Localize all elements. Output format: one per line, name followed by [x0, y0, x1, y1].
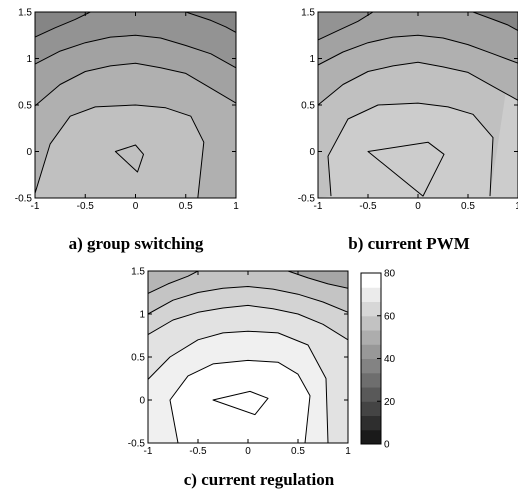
panel-c-x-tick-label: -1: [144, 446, 153, 457]
panel-c-x-tick-label: -0.5: [189, 446, 207, 457]
panel-a-inner-contour: [114, 144, 144, 173]
panel-a-x-tick-label: -1: [31, 201, 40, 212]
panel-c-band-5: [148, 271, 198, 294]
colorbar-band: [361, 372, 381, 388]
panel-b-band-3: [318, 12, 518, 65]
panel-a-y-tick-label: -0.5: [15, 194, 33, 205]
colorbar-band: [361, 273, 381, 288]
colorbar: 0 20 40 60 80: [360, 269, 396, 451]
panel-b-x-tick-label: -0.5: [359, 201, 377, 212]
panel-a-contour-line: [35, 62, 236, 107]
panel-b-contour-line: [318, 34, 518, 66]
panel-b-band-5: [473, 12, 518, 31]
colorbar-tick-label: 60: [384, 311, 396, 322]
panel-b-x-tick-label: 1: [515, 201, 518, 212]
panel-a-contour-line: [35, 12, 91, 38]
panel-a-caption: a) group switching: [69, 234, 204, 253]
panel-b-y-tick-label: 0.5: [301, 101, 315, 112]
panel-a-x-tick-label: -0.5: [77, 201, 95, 212]
panel-b-contour-line: [327, 102, 494, 197]
panel-c-contour-line: [148, 330, 329, 443]
colorbar-tick-label: 20: [384, 397, 396, 408]
panel-b-band-4: [318, 12, 373, 40]
panel-b-contour-line: [318, 12, 374, 41]
panel-c-contour-line: [148, 304, 348, 341]
panel-c-x-tick-label: 0.5: [291, 446, 305, 457]
panel-c-plot-area: [148, 271, 348, 443]
panel-b-inner-contour: [367, 141, 445, 197]
colorbar-band: [361, 387, 381, 402]
panel-c-y-tick-label: 0: [139, 396, 145, 407]
panel-b-contour-line: [318, 61, 518, 106]
panel-a-contour-line: [185, 12, 236, 33]
panel-c-band-4: [148, 271, 348, 314]
panel-a-x-tick-label: 1: [233, 201, 239, 212]
panel-c-y-tick-label: 1.5: [131, 267, 145, 278]
colorbar-tick-label: 80: [384, 269, 396, 280]
colorbar-band: [361, 344, 381, 359]
panel-b-y-tick-label: -0.5: [298, 194, 316, 205]
panel-a-plot-area: [35, 12, 236, 198]
panel-a-x-tick-label: 0.5: [179, 201, 193, 212]
colorbar-band: [361, 358, 381, 374]
panel-c-band-6: [288, 271, 348, 289]
panel-a-band-5: [185, 12, 236, 33]
panel-c-contour-line: [169, 359, 311, 443]
panel-a-y-tick-label: 1: [26, 54, 32, 65]
colorbar-band: [361, 315, 381, 331]
panel-c-x-tick-label: 1: [345, 446, 351, 457]
panel-c-y-tick-label: 1: [139, 310, 145, 321]
panel-c-y-tick-label: -0.5: [128, 439, 146, 450]
panel-b-x-tick-label: 0.5: [461, 201, 475, 212]
panel-b-y-tick-label: 0: [309, 147, 315, 158]
panel-b-y-tick-label: 1.5: [301, 8, 315, 19]
colorbar-band: [361, 301, 381, 317]
panel-c-y-tick-label: 0.5: [131, 353, 145, 364]
panel-a-contour-line: [35, 34, 236, 69]
panel-c-caption: c) current regulation: [184, 470, 335, 489]
colorbar-band: [361, 401, 381, 416]
panel-b-x-tick-label: 0: [415, 201, 421, 212]
colorbar-tick-label: 40: [384, 354, 396, 365]
colorbar-band: [361, 415, 381, 431]
panel-a-y-tick-label: 0: [26, 147, 32, 158]
panel-b-x-tick-label: -1: [314, 201, 323, 212]
colorbar-band: [361, 287, 381, 302]
panel-a-x-tick-label: 0: [133, 201, 139, 212]
colorbar-band: [361, 429, 381, 445]
panel-b-plot-area: [318, 12, 518, 198]
panel-c-inner-contour: [212, 390, 269, 416]
panel-a-y-tick-label: 1.5: [18, 8, 32, 19]
panel-a-y-tick-label: 0.5: [18, 101, 32, 112]
panel-b-caption: b) current PWM: [348, 234, 470, 253]
panel-c-x-tick-label: 0: [245, 446, 251, 457]
panel-b-y-tick-label: 1: [309, 54, 315, 65]
colorbar-band: [361, 330, 381, 345]
panel-b-contour-line: [472, 12, 518, 32]
panel-a-band-3: [35, 12, 236, 68]
panel-c-contour-line: [148, 286, 348, 315]
panel-a-contour-line: [35, 104, 205, 198]
panel-c-contour-line: [148, 271, 199, 294]
colorbar-tick-label: 0: [384, 440, 390, 451]
